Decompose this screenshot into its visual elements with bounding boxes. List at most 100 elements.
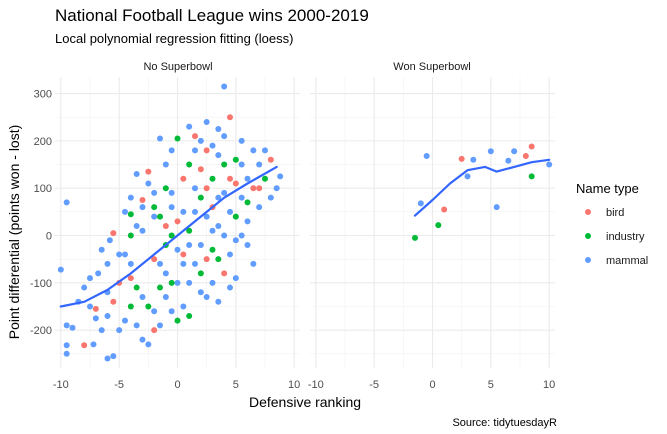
data-point-bird — [197, 166, 204, 173]
data-point-industry — [127, 211, 134, 218]
data-point-mammal — [174, 279, 181, 286]
data-point-mammal — [168, 189, 175, 196]
data-point-industry — [412, 234, 418, 241]
data-point-mammal — [470, 156, 477, 163]
data-point-industry — [186, 227, 193, 234]
data-point-mammal — [203, 118, 210, 125]
x-tick-label: -5 — [369, 379, 379, 391]
data-point-mammal — [145, 341, 152, 348]
data-point-industry — [232, 213, 239, 220]
data-point-mammal — [162, 294, 169, 301]
data-point-industry — [215, 256, 222, 263]
data-point-industry — [435, 222, 442, 229]
y-tick-label: 100 — [34, 183, 52, 195]
data-point-industry — [232, 156, 239, 163]
data-point-mammal — [180, 208, 187, 215]
x-tick-label: 5 — [233, 379, 239, 391]
data-point-mammal — [209, 279, 216, 286]
data-point-mammal — [180, 303, 187, 310]
data-point-mammal — [151, 213, 158, 220]
data-point-industry — [197, 270, 204, 277]
x-tick-label: 5 — [488, 379, 494, 391]
data-point-bird — [110, 298, 117, 305]
data-point-mammal — [116, 327, 123, 334]
data-point-mammal — [232, 275, 239, 282]
data-point-mammal — [139, 204, 146, 211]
x-axis-title: Defensive ranking — [249, 394, 361, 410]
data-point-mammal — [174, 246, 181, 253]
data-point-mammal — [168, 204, 175, 211]
data-point-bird — [81, 342, 88, 349]
data-point-mammal — [133, 171, 140, 177]
data-point-bird — [162, 223, 169, 230]
legend-label-mammal: mammal — [606, 255, 648, 267]
data-point-mammal — [133, 322, 140, 329]
data-point-mammal — [209, 142, 216, 149]
chart-title: National Football League wins 2000-2019 — [55, 6, 369, 25]
data-point-mammal — [244, 175, 251, 182]
data-point-mammal — [104, 260, 111, 267]
data-point-mammal — [145, 180, 152, 187]
x-tick-label: 0 — [174, 379, 180, 391]
data-point-bird — [528, 143, 535, 150]
data-point-bird — [203, 256, 210, 263]
data-point-mammal — [151, 189, 158, 196]
legend-title: Name type — [576, 181, 639, 196]
data-point-bird — [232, 180, 239, 187]
data-point-mammal — [238, 137, 245, 144]
data-point-industry — [168, 279, 175, 286]
data-point-mammal — [487, 148, 494, 155]
data-point-mammal — [157, 135, 163, 142]
data-point-industry — [151, 204, 158, 211]
data-point-mammal — [256, 204, 263, 211]
data-point-bird — [192, 133, 198, 140]
x-tick-label: -5 — [114, 379, 124, 391]
y-tick-label: -100 — [30, 278, 52, 290]
data-point-mammal — [238, 161, 245, 168]
data-point-mammal — [417, 200, 424, 207]
data-point-mammal — [464, 173, 471, 180]
data-point-mammal — [221, 133, 228, 140]
data-point-industry — [162, 185, 169, 192]
data-point-mammal — [162, 270, 169, 277]
data-point-mammal — [267, 194, 274, 201]
loess-trend-line — [59, 165, 278, 308]
x-tick-label: 10 — [288, 379, 300, 391]
data-point-mammal — [256, 161, 263, 168]
data-point-industry — [145, 303, 152, 310]
data-point-mammal — [221, 232, 228, 239]
facet-strip-left: No Superbowl — [143, 61, 212, 73]
data-point-mammal — [69, 324, 76, 331]
data-point-industry — [244, 199, 251, 206]
data-point-bird — [151, 327, 158, 334]
loess-trend-line — [413, 158, 551, 217]
data-point-mammal — [139, 336, 146, 343]
data-point-bird — [174, 218, 181, 225]
data-point-bird — [180, 251, 187, 258]
data-point-mammal — [110, 353, 117, 360]
data-point-mammal — [133, 223, 140, 230]
data-point-mammal — [238, 194, 245, 201]
data-point-industry — [528, 173, 535, 180]
data-point-mammal — [493, 204, 500, 211]
data-point-mammal — [262, 147, 268, 154]
legend-label-bird: bird — [606, 207, 624, 219]
data-point-mammal — [157, 260, 163, 267]
data-point-mammal — [192, 185, 198, 192]
data-point-industry — [168, 232, 175, 239]
data-point-mammal — [63, 199, 70, 206]
data-point-mammal — [162, 161, 169, 168]
legend-label-industry: industry — [606, 231, 645, 243]
data-point-mammal — [151, 308, 158, 315]
data-point-mammal — [168, 147, 175, 154]
data-point-industry — [127, 303, 134, 310]
data-point-mammal — [168, 308, 175, 315]
data-point-mammal — [209, 227, 216, 234]
data-point-mammal — [227, 284, 233, 291]
data-point-industry — [197, 194, 204, 201]
data-point-bird — [227, 175, 233, 182]
data-point-bird — [139, 197, 146, 204]
data-point-bird — [221, 270, 228, 277]
data-point-mammal — [215, 298, 222, 305]
data-point-bird — [110, 230, 117, 237]
